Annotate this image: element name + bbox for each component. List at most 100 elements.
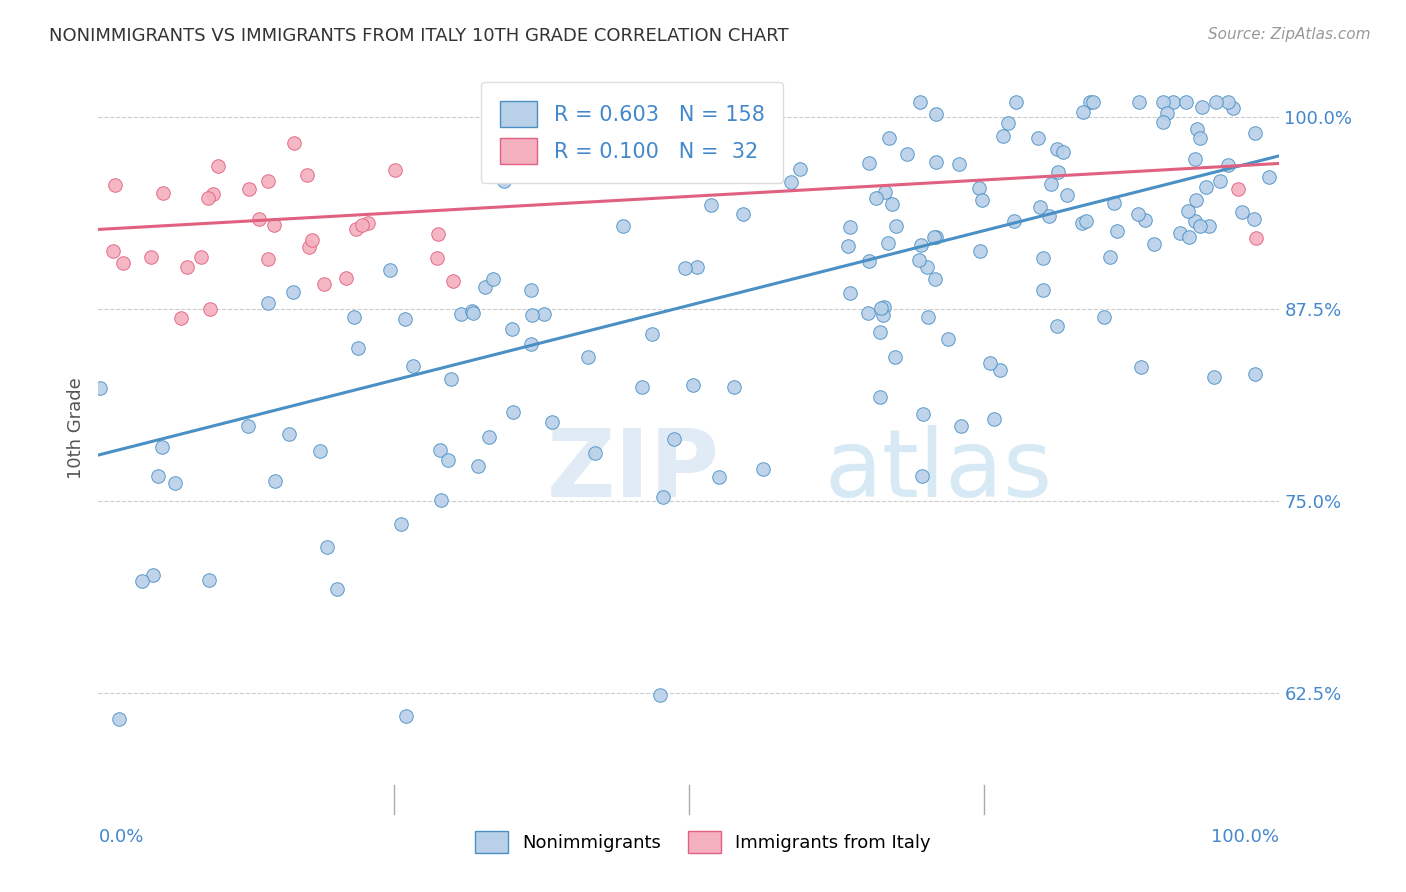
Point bbox=[247, 212, 270, 227]
Point bbox=[652, 490, 675, 504]
Point bbox=[197, 574, 219, 588]
Point bbox=[170, 310, 193, 325]
Point bbox=[461, 303, 484, 318]
Point bbox=[1222, 102, 1244, 116]
Point bbox=[426, 227, 449, 242]
Point bbox=[873, 185, 896, 199]
Point bbox=[163, 476, 186, 491]
Point bbox=[1175, 95, 1198, 109]
Point bbox=[1152, 115, 1174, 129]
Point bbox=[972, 193, 994, 207]
Point bbox=[314, 277, 336, 291]
Point bbox=[1243, 212, 1265, 227]
Point bbox=[520, 337, 543, 351]
Point bbox=[430, 493, 453, 508]
Point bbox=[207, 159, 229, 173]
Point bbox=[1029, 200, 1052, 214]
Point bbox=[1227, 182, 1250, 196]
Point bbox=[112, 256, 135, 270]
Point bbox=[357, 216, 380, 230]
Y-axis label: 10th Grade: 10th Grade bbox=[66, 377, 84, 479]
Point bbox=[1152, 95, 1174, 109]
Point bbox=[911, 469, 934, 483]
Point bbox=[1189, 219, 1212, 233]
Point bbox=[1177, 203, 1199, 218]
Point bbox=[640, 327, 662, 342]
Point bbox=[583, 446, 606, 460]
Point bbox=[1130, 359, 1153, 374]
Point bbox=[519, 283, 541, 297]
Point bbox=[352, 218, 374, 232]
Point bbox=[436, 453, 458, 467]
Point bbox=[908, 253, 931, 268]
Point bbox=[865, 191, 887, 205]
Point bbox=[152, 186, 174, 200]
Text: atlas: atlas bbox=[825, 425, 1053, 517]
Point bbox=[461, 305, 484, 319]
Point bbox=[335, 271, 357, 285]
Point bbox=[482, 272, 505, 286]
Point bbox=[190, 250, 212, 264]
Point bbox=[380, 263, 402, 277]
Point bbox=[1076, 214, 1098, 228]
Point bbox=[256, 296, 278, 310]
Point bbox=[1002, 214, 1025, 228]
Point bbox=[1161, 95, 1184, 109]
Point bbox=[201, 187, 224, 202]
Point bbox=[882, 197, 904, 211]
Point bbox=[176, 260, 198, 275]
Point bbox=[1056, 188, 1078, 202]
Point bbox=[198, 302, 221, 317]
Point bbox=[1038, 209, 1060, 223]
Point bbox=[309, 443, 332, 458]
Point bbox=[1032, 283, 1054, 297]
Point bbox=[325, 582, 347, 597]
Point bbox=[1143, 237, 1166, 252]
Point bbox=[988, 363, 1011, 377]
Point bbox=[263, 475, 285, 489]
Point bbox=[858, 254, 880, 268]
Point bbox=[1170, 226, 1192, 240]
Point bbox=[343, 310, 366, 325]
Point bbox=[1185, 122, 1208, 136]
Point bbox=[236, 419, 259, 434]
Point bbox=[950, 418, 973, 433]
Point bbox=[501, 322, 523, 336]
Point bbox=[789, 162, 811, 177]
Point bbox=[1078, 95, 1101, 109]
Point bbox=[979, 356, 1001, 370]
Point bbox=[494, 174, 516, 188]
Point bbox=[997, 116, 1019, 130]
Point bbox=[450, 308, 472, 322]
Point bbox=[1218, 95, 1240, 109]
Point bbox=[922, 230, 945, 244]
Point bbox=[1032, 252, 1054, 266]
Point bbox=[257, 252, 280, 267]
Point bbox=[858, 155, 880, 169]
Point bbox=[1258, 169, 1281, 184]
Point bbox=[425, 252, 447, 266]
Point bbox=[662, 432, 685, 446]
Point bbox=[89, 381, 111, 395]
Point bbox=[257, 174, 280, 188]
Point bbox=[872, 309, 894, 323]
Legend: Nonimmigrants, Immigrants from Italy: Nonimmigrants, Immigrants from Italy bbox=[468, 824, 938, 861]
Point bbox=[1178, 230, 1201, 244]
Point bbox=[1202, 370, 1225, 384]
Text: Source: ZipAtlas.com: Source: ZipAtlas.com bbox=[1208, 27, 1371, 42]
Point bbox=[948, 156, 970, 170]
Point bbox=[1198, 219, 1220, 234]
Point bbox=[389, 516, 412, 531]
Point bbox=[969, 181, 991, 195]
Point bbox=[263, 218, 285, 232]
Point bbox=[1071, 216, 1094, 230]
Point bbox=[924, 154, 946, 169]
Point bbox=[839, 220, 862, 235]
Point bbox=[1209, 174, 1232, 188]
Point bbox=[283, 136, 305, 150]
Point bbox=[1092, 310, 1115, 325]
Point bbox=[298, 240, 321, 254]
Point bbox=[1004, 95, 1026, 109]
Point bbox=[344, 221, 367, 235]
Point bbox=[561, 143, 583, 157]
